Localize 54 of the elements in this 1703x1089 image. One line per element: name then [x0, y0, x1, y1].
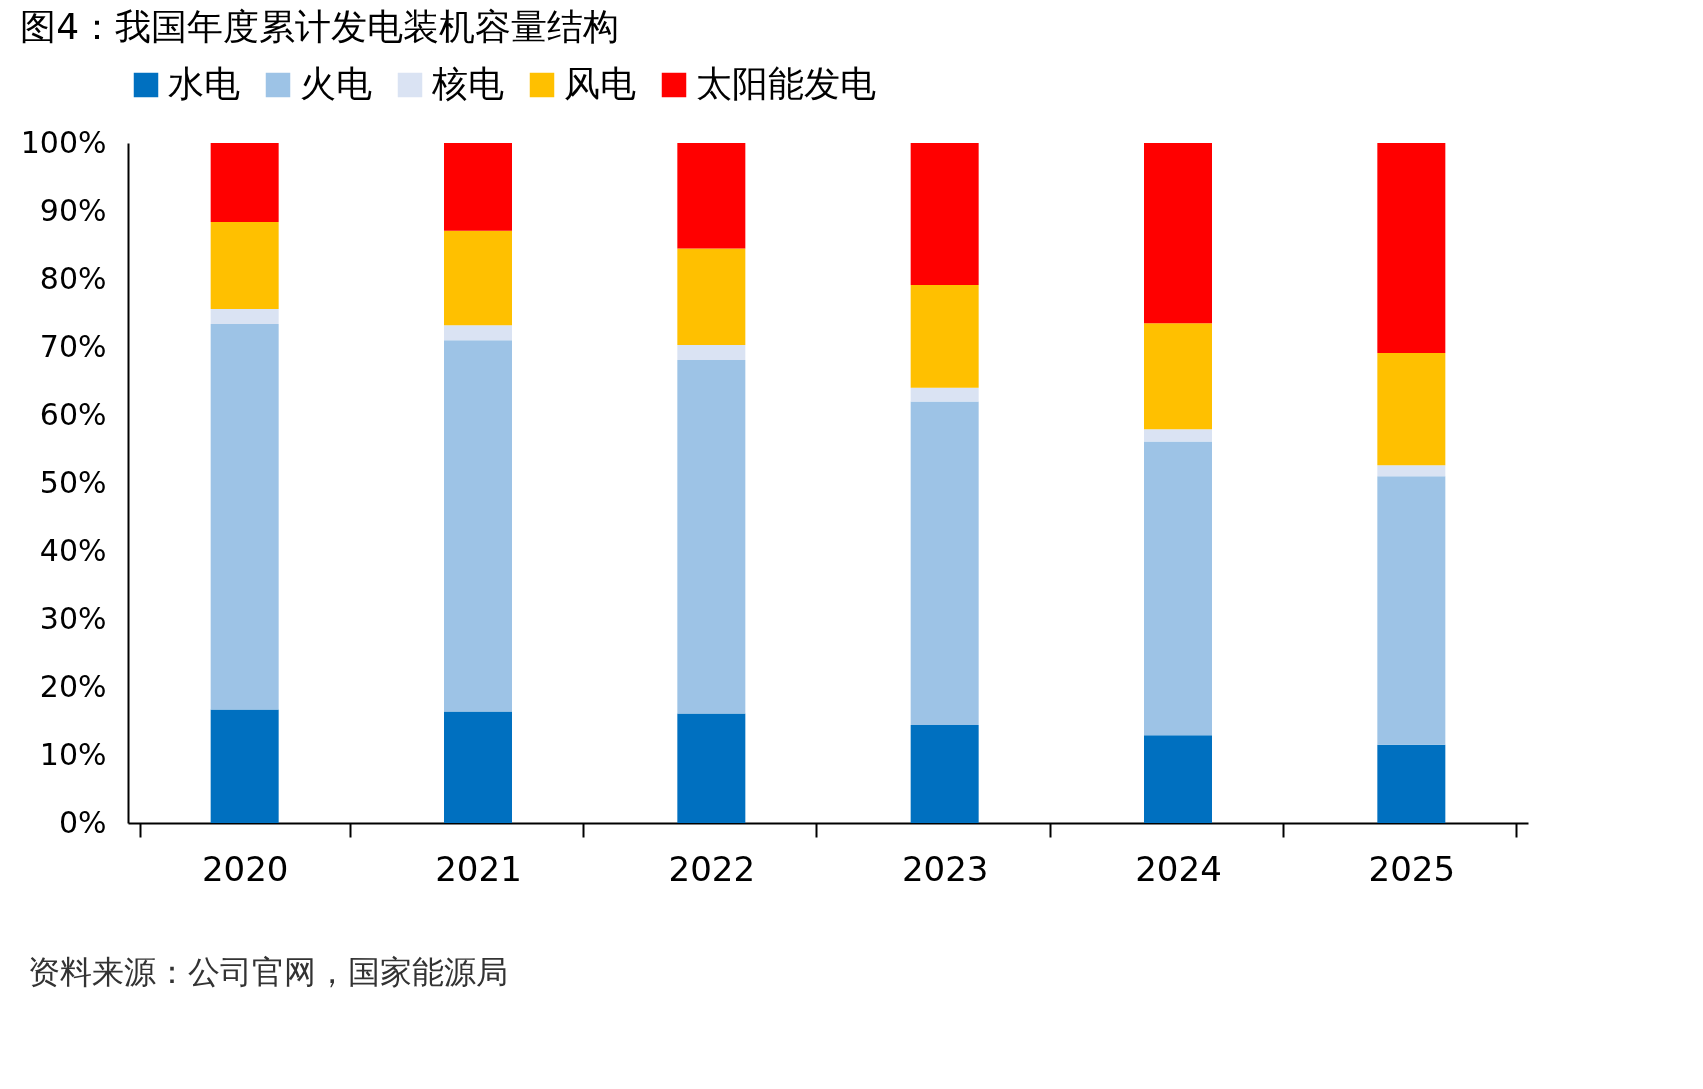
- bar: [910, 401, 979, 726]
- y-tick-label: 20%: [39, 668, 107, 704]
- bar: [1144, 441, 1212, 736]
- bar: [677, 713, 746, 823]
- y-tick-label: 0%: [58, 804, 107, 840]
- y-tick-label: 90%: [39, 192, 107, 228]
- bar: [444, 230, 512, 326]
- bar: [910, 725, 979, 823]
- x-tick-label: 2024: [1135, 848, 1222, 889]
- bar: [444, 325, 512, 341]
- y-tick-label: 30%: [39, 600, 107, 636]
- bar: [1144, 323, 1212, 430]
- bar: [1144, 143, 1212, 324]
- bar: [677, 344, 746, 360]
- bar: [1377, 476, 1446, 745]
- bar: [444, 711, 512, 823]
- bar: [1377, 353, 1446, 466]
- text: 资料来源：公司官网，国家能源局: [28, 953, 508, 991]
- x-tick-label: 2025: [1368, 848, 1456, 889]
- y-tick-label: 60%: [39, 396, 107, 432]
- legend-label: 太阳能发电: [696, 63, 876, 104]
- y-tick-label: 80%: [39, 260, 107, 296]
- bar: [1377, 465, 1446, 477]
- bar: [677, 359, 746, 714]
- legend-label: 水电: [168, 63, 240, 104]
- bar: [677, 248, 746, 345]
- x-tick-label: 2021: [435, 848, 522, 889]
- bar: [444, 340, 512, 712]
- y-tick-label: 70%: [39, 328, 107, 364]
- chart-title: 图4：我国年度累计发电装机容量结构: [20, 6, 620, 47]
- x-tick-label: 2023: [901, 848, 989, 889]
- bar: [1377, 143, 1446, 354]
- bar: [210, 323, 279, 710]
- bar: [210, 221, 279, 309]
- bar: [444, 143, 512, 231]
- y-tick-label: 10%: [39, 736, 107, 772]
- y-tick-label: 50%: [39, 464, 107, 500]
- bar: [210, 709, 279, 823]
- bar: [910, 285, 979, 388]
- bar: [677, 143, 746, 249]
- bar: [1144, 429, 1212, 442]
- bar: [910, 387, 979, 402]
- y-tick-label: 100%: [20, 124, 107, 160]
- bar: [910, 143, 979, 286]
- bar: [1144, 735, 1212, 823]
- bar: [1377, 744, 1446, 823]
- bar: [210, 143, 279, 222]
- x-tick-label: 2020: [201, 848, 289, 889]
- legend-label: 核电: [431, 63, 504, 104]
- legend-label: 风电: [564, 63, 636, 104]
- legend-label: 火电: [300, 63, 372, 104]
- y-tick-label: 40%: [39, 532, 107, 568]
- x-tick-label: 2022: [668, 848, 756, 889]
- bar: [210, 308, 279, 324]
